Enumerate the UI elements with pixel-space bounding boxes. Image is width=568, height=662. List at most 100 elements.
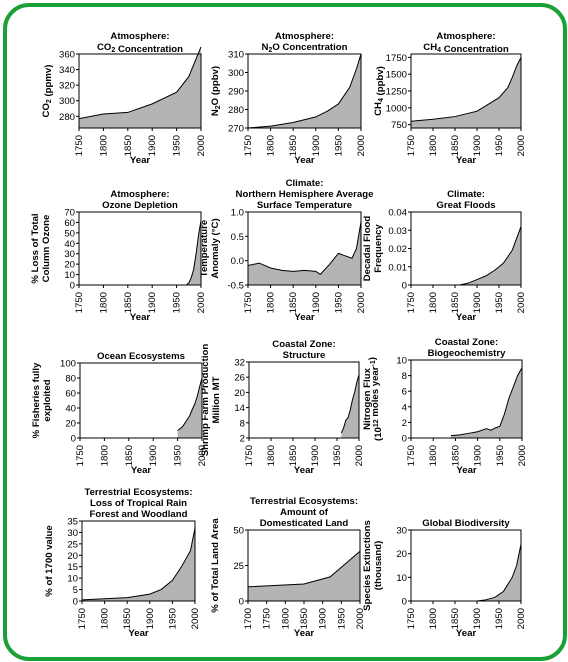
area-fill bbox=[411, 57, 521, 129]
chart-title: Atmosphere: bbox=[436, 31, 495, 42]
x-tick-label: 1850 bbox=[450, 445, 461, 466]
area-fill bbox=[79, 46, 201, 129]
y-tick-label: 20 bbox=[67, 551, 78, 562]
x-tick-label: 1950 bbox=[172, 135, 183, 156]
y-axis-label: % Fisheries fully bbox=[31, 362, 42, 438]
x-tick-label: 1850 bbox=[288, 135, 299, 156]
series-line bbox=[177, 377, 203, 431]
chart-title: Global Biodiversity bbox=[422, 518, 510, 529]
x-tick-label: 1800 bbox=[99, 445, 110, 466]
y-axis-label: (thousand) bbox=[373, 541, 384, 591]
x-tick-label: 1750 bbox=[74, 292, 85, 313]
x-axis-label: Year bbox=[130, 312, 151, 323]
y-tick-label: 5 bbox=[73, 585, 78, 596]
y-tick-label: 20 bbox=[396, 549, 407, 560]
series-line bbox=[450, 367, 523, 437]
y-tick-label: 15 bbox=[67, 562, 78, 573]
chart-title: Structure bbox=[283, 350, 326, 361]
y-tick-label: 0.01 bbox=[388, 262, 407, 273]
x-axis-label: Year bbox=[294, 465, 315, 476]
x-axis-label: Year bbox=[131, 465, 152, 476]
x-axis-label: Year bbox=[456, 465, 477, 476]
y-axis-label: Shrimp Farm Production bbox=[200, 344, 211, 457]
x-tick-label: 2000 bbox=[517, 445, 528, 466]
x-tick-label: 1800 bbox=[428, 135, 439, 156]
y-tick-label: 0 bbox=[71, 434, 76, 445]
chart-title: Atmosphere: bbox=[110, 31, 169, 42]
x-axis-label: Year bbox=[128, 628, 149, 639]
x-tick-label: 1950 bbox=[333, 292, 344, 313]
x-tick-label: 1800 bbox=[98, 135, 109, 156]
plot-frame bbox=[78, 53, 202, 129]
x-tick-label: 1950 bbox=[172, 292, 183, 313]
y-tick-label: 1.0 bbox=[231, 208, 244, 219]
chart-title: Terrestrial Ecosystems: bbox=[250, 496, 358, 507]
y-axis-label: CH4 (ppbv) bbox=[373, 66, 386, 116]
x-tick-label: 1850 bbox=[288, 445, 299, 466]
chart-title: Climate: bbox=[286, 178, 324, 189]
y-tick-label: 6 bbox=[402, 387, 407, 398]
series-line bbox=[78, 46, 202, 120]
y-tick-label: 2 bbox=[240, 434, 245, 445]
plot-frame bbox=[247, 211, 362, 286]
x-tick-label: 1800 bbox=[280, 608, 291, 629]
area-fill bbox=[459, 226, 521, 285]
y-tick-label: 320 bbox=[59, 81, 75, 92]
y-tick-label: 35 bbox=[67, 517, 78, 528]
x-tick-label: 1850 bbox=[450, 608, 461, 629]
y-axis-label: CO2 (ppmv) bbox=[41, 65, 54, 118]
x-tick-label: 1750 bbox=[77, 608, 88, 629]
x-tick-label: 2000 bbox=[516, 608, 527, 629]
y-axis-label: Million MT bbox=[211, 376, 222, 423]
x-tick-label: 1800 bbox=[266, 445, 277, 466]
x-axis-label: Year bbox=[130, 155, 151, 166]
y-tick-label: -0.5 bbox=[227, 281, 244, 292]
x-tick-label: 1750 bbox=[243, 292, 254, 313]
x-axis-label: Year bbox=[456, 312, 477, 323]
x-axis-label: Year bbox=[294, 312, 315, 323]
x-tick-label: 1850 bbox=[299, 608, 310, 629]
y-tick-label: 0.02 bbox=[388, 244, 407, 255]
x-tick-label: 1850 bbox=[450, 292, 461, 313]
x-tick-label: 1800 bbox=[98, 292, 109, 313]
x-tick-label: 1900 bbox=[311, 135, 322, 156]
x-tick-label: 1800 bbox=[428, 445, 439, 466]
x-axis-label: Year bbox=[456, 628, 477, 639]
y-tick-label: 300 bbox=[228, 68, 244, 79]
y-axis-label: (1012 moles year-1) bbox=[367, 357, 384, 441]
x-tick-label: 1800 bbox=[266, 135, 277, 156]
x-axis-label: Year bbox=[456, 155, 477, 166]
x-tick-label: 1950 bbox=[494, 135, 505, 156]
y-tick-label: 280 bbox=[228, 105, 244, 116]
area-fill bbox=[82, 527, 195, 601]
y-tick-label: 0.5 bbox=[231, 232, 244, 243]
y-tick-label: 0 bbox=[402, 597, 407, 608]
y-tick-label: 10 bbox=[396, 573, 407, 584]
plot-frame bbox=[79, 362, 203, 439]
y-tick-label: 0.03 bbox=[388, 226, 407, 237]
chart-title: Terrestrial Ecosystems: bbox=[84, 487, 192, 498]
x-tick-label: 1950 bbox=[167, 608, 178, 629]
x-tick-label: 1900 bbox=[147, 135, 158, 156]
x-tick-label: 1800 bbox=[428, 608, 439, 629]
x-tick-label: 1800 bbox=[266, 292, 277, 313]
y-tick-label: 50 bbox=[233, 526, 244, 537]
y-tick-label: 25 bbox=[67, 539, 78, 550]
plot-frame bbox=[78, 211, 202, 286]
chart-title: Coastal Zone: bbox=[435, 337, 498, 348]
chart-title: Biogeochemistry bbox=[428, 348, 507, 359]
y-tick-label: 32 bbox=[234, 358, 245, 369]
chart-title: CO2 Concentration bbox=[97, 42, 183, 55]
y-tick-label: 4 bbox=[402, 402, 408, 413]
series-line bbox=[247, 550, 361, 588]
y-axis-label: % of Total Land Area bbox=[210, 518, 221, 613]
x-tick-label: 1850 bbox=[124, 445, 135, 466]
y-tick-label: 25 bbox=[233, 561, 244, 572]
y-tick-label: 8 bbox=[402, 371, 407, 382]
x-tick-label: 1950 bbox=[333, 135, 344, 156]
